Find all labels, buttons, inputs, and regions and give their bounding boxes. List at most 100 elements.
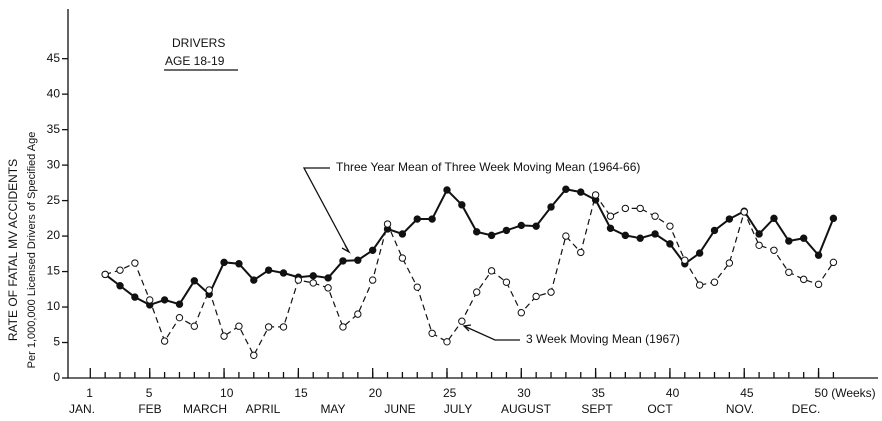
data-point [725, 259, 734, 267]
data-point [487, 231, 496, 240]
y-tick-label: 0 [53, 370, 60, 384]
data-point [190, 322, 199, 330]
x-tick-label: 45 [740, 386, 754, 400]
month-label: JUNE [384, 402, 415, 416]
data-point [368, 276, 377, 284]
data-point [829, 258, 838, 267]
month-label: SEPT [581, 402, 613, 416]
data-point [814, 251, 823, 259]
data-point [250, 276, 258, 284]
data-point [220, 332, 228, 340]
x-tick-label: 1 [86, 386, 93, 400]
data-point [354, 256, 362, 264]
data-point [502, 226, 511, 235]
data-point [487, 267, 496, 275]
data-point [175, 300, 184, 308]
data-point [220, 258, 228, 267]
data-point [799, 275, 808, 284]
data-point [532, 292, 540, 301]
data-point [547, 288, 555, 296]
x-tick-label: 35 [592, 386, 606, 400]
data-point [725, 215, 734, 223]
data-point [339, 323, 347, 331]
data-point [577, 248, 585, 257]
data-point [621, 231, 630, 240]
legend-label: 3 Week Moving Mean (1967) [526, 332, 680, 346]
data-point [799, 234, 808, 242]
month-label: OCT [647, 402, 673, 416]
data-point [740, 208, 748, 216]
data-point [770, 214, 778, 223]
data-point [413, 283, 421, 291]
series-line [104, 188, 835, 306]
data-point [175, 313, 184, 322]
x-tick-label: 30 [517, 386, 531, 400]
data-point [101, 270, 109, 279]
y-tick-label: 5 [53, 335, 60, 349]
data-point [710, 226, 719, 235]
x-tick-label: 25 [443, 386, 457, 400]
arrowhead [462, 324, 472, 332]
data-point [264, 323, 273, 331]
data-point [458, 201, 466, 209]
data-point [235, 260, 243, 268]
data-point [562, 232, 570, 240]
month-label: JULY [444, 402, 472, 416]
month-label: DEC. [792, 402, 821, 416]
data-point [785, 268, 793, 276]
data-point [398, 230, 407, 238]
x-tick-label: 10 [220, 386, 234, 400]
data-point [710, 278, 719, 286]
month-label: MARCH [183, 402, 227, 416]
legend-label: Three Year Mean of Three Week Moving Mea… [336, 160, 640, 174]
data-point [517, 221, 526, 230]
x-tick-label: 5 [146, 386, 153, 400]
y-tick-label: 10 [47, 299, 61, 313]
data-point [443, 186, 451, 194]
y-tick-label: 40 [47, 86, 61, 100]
data-point [695, 249, 704, 257]
x-tick-label: 40 [666, 386, 680, 400]
data-point [279, 323, 288, 331]
data-point [339, 257, 347, 265]
month-label: NOV. [726, 402, 754, 416]
data-point [324, 274, 332, 282]
y-tick-label: 25 [47, 193, 61, 207]
y-axis-label: Per 1,000,000 Licensed Drivers of Specif… [26, 132, 38, 369]
data-point [131, 259, 139, 267]
arrowhead [341, 244, 351, 254]
data-point [562, 185, 570, 193]
annotation-arrow [463, 325, 520, 341]
data-point [398, 254, 407, 262]
data-point [146, 296, 154, 304]
data-point [473, 288, 481, 296]
data-point [681, 256, 689, 264]
data-point [473, 228, 481, 236]
data-point [250, 351, 258, 359]
data-point [517, 309, 526, 317]
y-tick-label: 45 [47, 51, 61, 65]
data-point [755, 230, 763, 238]
y-tick-label: 20 [47, 228, 61, 242]
data-point [591, 191, 600, 199]
data-point [755, 241, 763, 250]
data-point [785, 237, 793, 245]
y-tick-label: 30 [47, 157, 61, 171]
data-point [205, 286, 213, 294]
data-point [235, 322, 243, 330]
data-point [383, 220, 392, 228]
data-point [606, 224, 615, 232]
data-point [636, 234, 644, 242]
x-tick-label: 50 (Weeks) [815, 386, 876, 400]
y-tick-label: 35 [47, 122, 61, 136]
month-label: AUGUST [501, 402, 552, 416]
data-point [368, 246, 377, 254]
annotation: DRIVERS [172, 36, 225, 50]
annotation: AGE 18-19 [165, 54, 225, 68]
x-tick-label: 15 [294, 386, 308, 400]
data-point [116, 266, 124, 274]
data-point [547, 203, 555, 211]
month-label: FEB [138, 402, 161, 416]
data-point [264, 266, 273, 274]
